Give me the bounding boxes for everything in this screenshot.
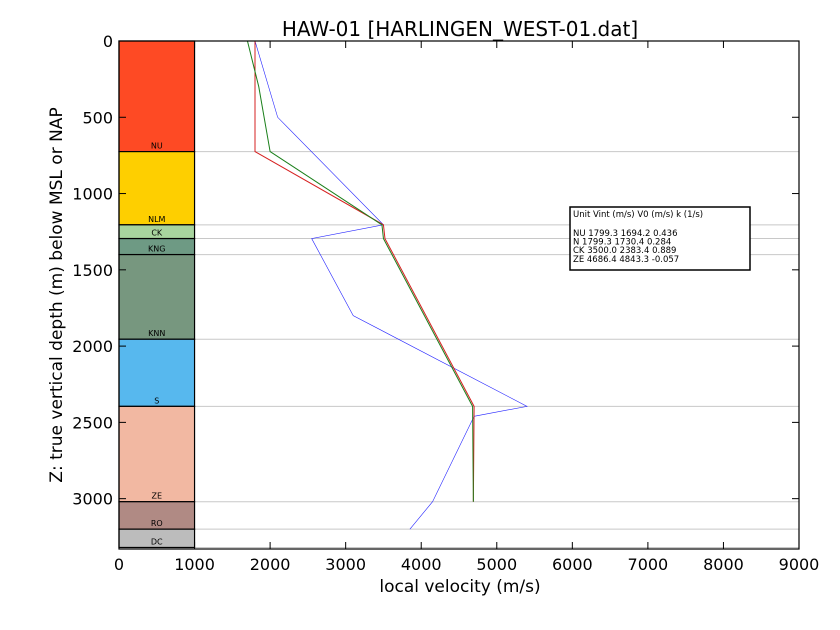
series-line-2 <box>254 41 475 502</box>
y-tick-label: 3000 <box>72 490 113 509</box>
velocity-series <box>246 40 528 530</box>
legend-row: NU 1799.3 1694.2 0.436 <box>573 229 678 239</box>
legend-row: ZE 4686.4 4843.3 -0.057 <box>573 255 679 265</box>
unit-block-knn <box>118 253 196 340</box>
y-tick-label: 1000 <box>72 185 113 204</box>
velocity-legend: Unit Vint (m/s) V0 (m/s) k (1/s) NU 1799… <box>569 206 751 271</box>
unit-label-dc: DC <box>151 537 163 546</box>
unit-label-ze: ZE <box>152 492 163 501</box>
unit-label-s: S <box>154 396 159 405</box>
x-tick-label: 0 <box>114 555 124 574</box>
x-tick-label: 7000 <box>628 555 669 574</box>
unit-block-nu <box>118 40 196 153</box>
unit-block-nlm <box>118 151 196 226</box>
x-tick-label: 5000 <box>476 555 517 574</box>
legend-box <box>569 206 751 271</box>
series-line-3 <box>246 40 474 502</box>
y-axis-label: Z: true vertical depth (m) below MSL or … <box>47 107 67 482</box>
x-tick-label: 3000 <box>325 555 366 574</box>
chart-title: HAW-01 [HARLINGEN_WEST-01.dat] <box>282 17 638 41</box>
unit-label-knn: KNN <box>148 329 165 338</box>
x-tick-label: 1000 <box>174 555 215 574</box>
y-tick-label: 2000 <box>72 337 113 356</box>
y-tick-label: 1500 <box>72 261 113 280</box>
x-tick-label: 6000 <box>552 555 593 574</box>
unit-label-nlm: NLM <box>148 215 165 224</box>
series-line-1 <box>254 40 528 530</box>
unit-label-nu: NU <box>151 142 163 151</box>
stratigraphic-column: NU NLM CK KNG KNN S ZE RO DC <box>118 40 196 549</box>
x-axis-ticks: 0 1000 2000 3000 4000 5000 6000 7000 8000 9000 <box>114 41 819 574</box>
unit-label-ro: RO <box>151 519 163 528</box>
y-tick-label: 0 <box>103 32 113 51</box>
y-tick-label: 2500 <box>72 413 113 432</box>
legend-row: CK 3500.0 2383.4 0.889 <box>573 246 676 256</box>
x-tick-label: 4000 <box>401 555 442 574</box>
x-tick-label: 2000 <box>250 555 291 574</box>
unit-block-ze <box>118 405 196 503</box>
x-tick-label: 8000 <box>703 555 744 574</box>
plot-frame <box>118 40 800 550</box>
x-axis-label: local velocity (m/s) <box>379 577 540 597</box>
unit-block-s <box>118 338 196 407</box>
legend-header: Unit Vint (m/s) V0 (m/s) k (1/s) <box>573 210 703 220</box>
x-tick-label: 9000 <box>779 555 820 574</box>
y-axis-ticks: 0 500 1000 1500 2000 2500 3000 <box>72 32 799 509</box>
y-tick-label: 500 <box>82 108 113 127</box>
unit-label-kng: KNG <box>148 245 165 254</box>
unit-block-ro <box>118 501 196 530</box>
legend-row: N 1799.3 1730.4 0.284 <box>573 238 671 248</box>
unit-boundary-lines <box>119 151 799 548</box>
unit-label-ck: CK <box>151 229 163 238</box>
